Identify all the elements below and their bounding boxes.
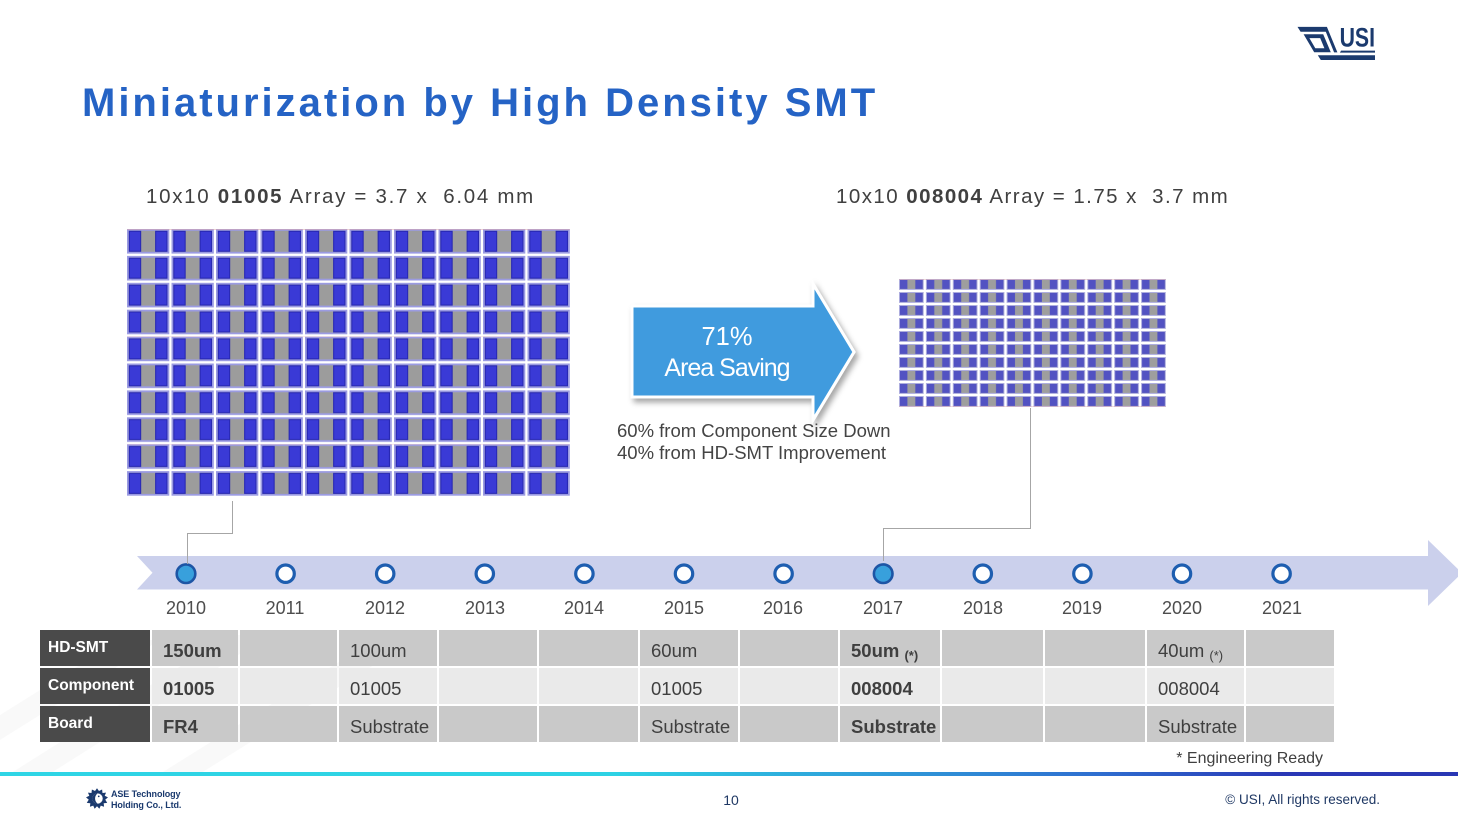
svg-text:USI: USI — [1340, 22, 1375, 52]
svg-text:Area Saving: Area Saving — [664, 354, 789, 382]
svg-text:71%: 71% — [701, 323, 752, 351]
